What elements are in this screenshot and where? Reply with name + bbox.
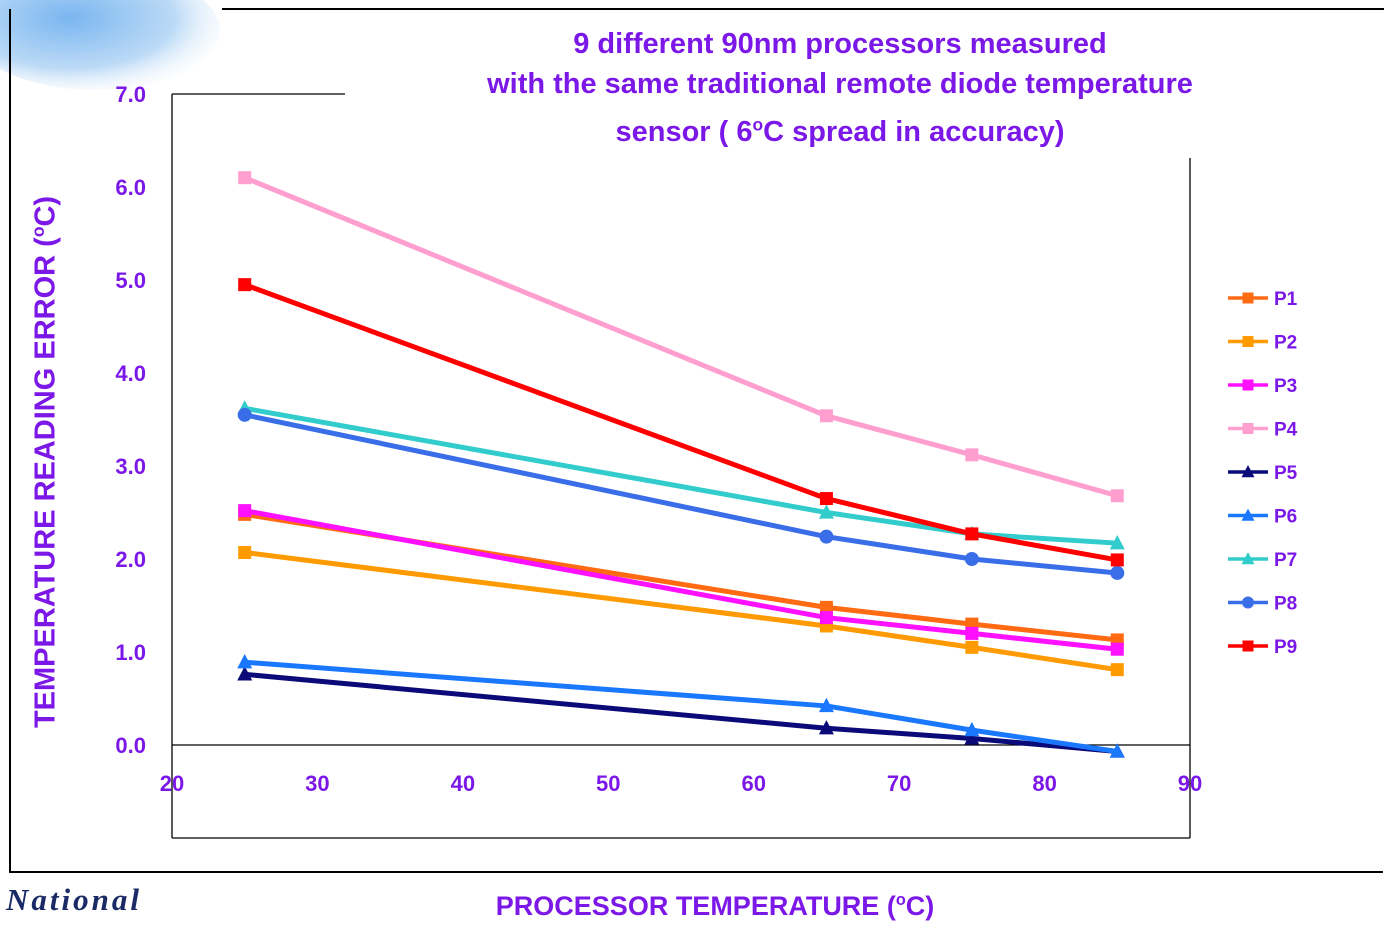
y-tick-label: 2.0 <box>115 547 146 572</box>
legend-label-p2: P2 <box>1274 333 1297 354</box>
data-point-p3 <box>238 504 251 517</box>
data-point-p2 <box>1111 663 1124 676</box>
series-line-p9 <box>245 285 1118 560</box>
y-tick-label: 4.0 <box>115 361 146 386</box>
data-point-p2 <box>238 546 251 559</box>
data-point-p4 <box>820 409 833 422</box>
y-tick-label: 7.0 <box>115 82 146 107</box>
data-point-p2 <box>965 641 978 654</box>
legend-marker-p1 <box>1243 293 1254 304</box>
legend-marker-p4 <box>1243 423 1254 434</box>
legend-marker-p3 <box>1243 380 1254 391</box>
legend-label-p3: P3 <box>1274 376 1297 397</box>
series-line-p5 <box>245 674 1118 751</box>
x-tick-label: 20 <box>160 771 184 796</box>
x-tick-label: 70 <box>887 771 911 796</box>
y-tick-label: 0.0 <box>115 733 146 758</box>
legend-label-p6: P6 <box>1274 507 1297 528</box>
data-point-p3 <box>820 611 833 624</box>
data-point-p3 <box>1111 643 1124 656</box>
x-axis-label: PROCESSOR TEMPERATURE (oC) <box>415 891 1015 922</box>
legend-label-p9: P9 <box>1274 637 1297 658</box>
data-point-p8 <box>819 530 833 544</box>
legend-label-p1: P1 <box>1274 289 1298 310</box>
series-line-p2 <box>245 552 1118 669</box>
y-axis-label: TEMPERATURE READING ERROR (oC) <box>30 196 63 728</box>
data-point-p9 <box>965 527 978 540</box>
data-point-p4 <box>1111 489 1124 502</box>
legend-marker-p9 <box>1243 641 1254 652</box>
series-line-p3 <box>245 511 1118 650</box>
data-point-p4 <box>238 171 251 184</box>
data-point-p8 <box>238 408 252 422</box>
series-line-p7 <box>245 408 1118 543</box>
legend-label-p7: P7 <box>1274 550 1297 571</box>
footer-logo: National <box>6 882 142 918</box>
data-point-p9 <box>820 492 833 505</box>
data-point-p8 <box>1110 566 1124 580</box>
x-tick-label: 30 <box>305 771 329 796</box>
legend-label-p8: P8 <box>1274 594 1297 615</box>
legend-marker-p8 <box>1242 597 1254 609</box>
x-tick-label: 90 <box>1178 771 1202 796</box>
x-tick-label: 50 <box>596 771 620 796</box>
data-point-p9 <box>238 278 251 291</box>
data-point-p4 <box>965 448 978 461</box>
x-tick-label: 80 <box>1032 771 1056 796</box>
data-point-p3 <box>965 627 978 640</box>
legend-marker-p2 <box>1243 336 1254 347</box>
chart-title-line-1: 9 different 90nm processors measured <box>340 26 1340 62</box>
data-point-p8 <box>965 552 979 566</box>
y-tick-label: 3.0 <box>115 454 146 479</box>
legend-label-p5: P5 <box>1274 463 1298 484</box>
y-tick-label: 6.0 <box>115 175 146 200</box>
x-tick-label: 60 <box>741 771 765 796</box>
chart-title-line-3: sensor ( 6oC spread in accuracy) <box>340 114 1340 150</box>
data-point-p9 <box>1111 553 1124 566</box>
x-tick-label: 40 <box>451 771 475 796</box>
legend-label-p4: P4 <box>1274 420 1298 441</box>
y-tick-label: 1.0 <box>115 640 146 665</box>
series-line-p8 <box>245 415 1118 573</box>
chart-title-line-2: with the same traditional remote diode t… <box>340 66 1340 102</box>
y-tick-label: 5.0 <box>115 268 146 293</box>
series-line-p4 <box>245 178 1118 496</box>
